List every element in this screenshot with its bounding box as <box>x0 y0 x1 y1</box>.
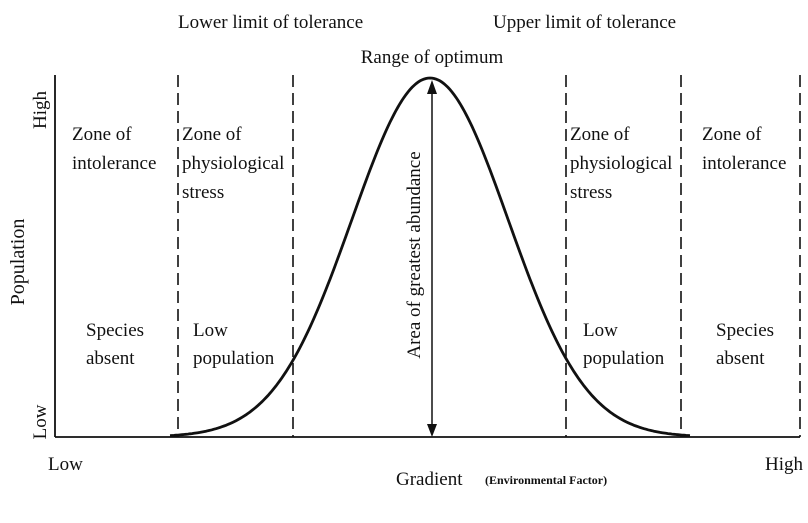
zone-status: Low <box>583 320 618 341</box>
zone-title: intolerance <box>702 153 786 174</box>
x-note: (Environmental Factor) <box>485 473 607 487</box>
lower-limit-label: Lower limit of tolerance <box>178 12 363 33</box>
x-high: High <box>765 454 804 475</box>
zone-title: Zone of <box>702 124 762 145</box>
zone-title: Zone of <box>72 124 132 145</box>
zone-title: Zone of <box>182 124 242 145</box>
zone-status: absent <box>86 348 135 369</box>
zone-status: population <box>583 348 665 369</box>
peak-label: Area of greatest abundance <box>404 151 425 358</box>
zone-title: physiological <box>182 153 284 174</box>
zone-status: Low <box>193 320 228 341</box>
zone-title: stress <box>182 182 224 203</box>
y-low: Low <box>30 404 51 439</box>
zone-title: Zone of <box>570 124 630 145</box>
upper-limit-label: Upper limit of tolerance <box>493 12 676 33</box>
y-high: High <box>30 91 51 130</box>
x-label: Gradient <box>396 469 463 490</box>
zone-status: Species <box>86 320 144 341</box>
tolerance-curve <box>169 76 691 437</box>
zone-title: physiological <box>570 153 672 174</box>
zone-status: population <box>193 348 275 369</box>
x-low: Low <box>48 454 83 475</box>
zone-status: absent <box>716 348 765 369</box>
zone-title: intolerance <box>72 153 156 174</box>
zone-title: stress <box>570 182 612 203</box>
zone-status: Species <box>716 320 774 341</box>
optimum-label: Range of optimum <box>361 47 504 68</box>
y-label: Population <box>7 219 29 306</box>
